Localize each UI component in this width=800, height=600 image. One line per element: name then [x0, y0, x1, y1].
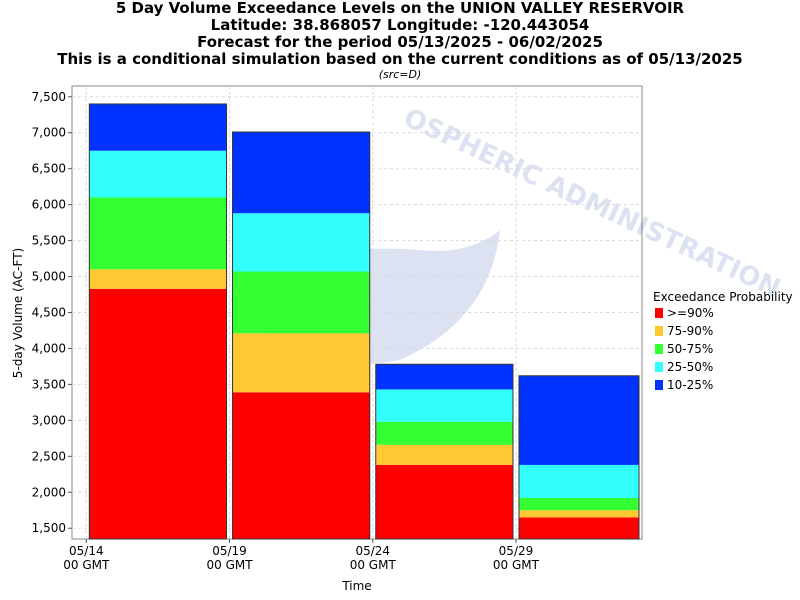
x-tick-sublabel: 00 GMT — [350, 558, 397, 572]
chart-source-note: (src=D) — [378, 68, 422, 81]
y-tick-label: 7,000 — [32, 126, 66, 140]
y-tick-label: 4,500 — [32, 306, 66, 320]
bar-segment — [375, 444, 513, 465]
legend-entry: 50-75% — [667, 342, 713, 356]
bar-segment — [232, 333, 370, 393]
y-tick-label: 6,500 — [32, 162, 66, 176]
bar-segment — [518, 517, 639, 539]
bar-segment — [375, 389, 513, 422]
y-tick-label: 6,000 — [32, 198, 66, 212]
x-tick-label: 05/19 — [212, 544, 247, 558]
bar-outline — [232, 131, 371, 540]
bar-segment — [232, 213, 370, 272]
bar-segment — [518, 498, 639, 511]
y-tick-label: 7,500 — [32, 90, 66, 104]
chart-subtitle-location: Latitude: 38.868057 Longitude: -120.4430… — [210, 16, 590, 34]
y-tick-label: 5,000 — [32, 270, 66, 284]
legend-swatch — [655, 380, 663, 390]
bars-group — [88, 103, 640, 540]
bar-outline — [88, 103, 228, 540]
x-tick-sublabel: 00 GMT — [63, 558, 110, 572]
y-tick-label: 2,500 — [32, 449, 66, 463]
bar-outline — [518, 375, 640, 540]
y-axis-label: 5-day Volume (AC-FT) — [11, 248, 25, 378]
bar-segment — [518, 510, 639, 518]
bar-segment — [375, 364, 513, 390]
chart-title-block: 5 Day Volume Exceedance Levels on the UN… — [0, 0, 800, 82]
bar-segment — [232, 132, 370, 214]
y-axis: 1,500 2,000 2,500 3,000 3,500 4,000 4,500 5,000… — [32, 90, 72, 535]
bar-outline — [375, 363, 514, 540]
bar-segment — [518, 375, 639, 465]
legend-swatch — [655, 362, 663, 372]
x-axis-label: Time — [341, 579, 371, 593]
legend-title: Exceedance Probability — [653, 290, 793, 304]
x-tick-label: 05/24 — [355, 544, 390, 558]
legend: Exceedance Probability >=90% 75-90% 50-75%… — [653, 290, 793, 392]
bar-segment — [232, 392, 370, 539]
bar-segment — [375, 421, 513, 445]
chart-subtitle-period: Forecast for the period 05/13/2025 - 06/… — [197, 33, 603, 51]
x-tick-sublabel: 00 GMT — [493, 558, 540, 572]
y-tick-label: 1,500 — [32, 521, 66, 535]
y-tick-label: 3,000 — [32, 413, 66, 427]
y-tick-label: 3,500 — [32, 377, 66, 391]
y-tick-label: 5,500 — [32, 234, 66, 248]
bar-segment — [89, 150, 227, 198]
bar-segment — [89, 103, 227, 151]
legend-entry: 75-90% — [667, 324, 713, 338]
bar-segment — [89, 269, 227, 289]
legend-swatch — [655, 344, 663, 354]
bar-segment — [89, 197, 227, 270]
legend-entry: >=90% — [667, 306, 714, 320]
bar-segment — [232, 271, 370, 334]
bar-segment — [89, 288, 227, 539]
y-tick-label: 2,000 — [32, 485, 66, 499]
bar-segment — [375, 464, 513, 539]
x-tick-label: 05/29 — [499, 544, 534, 558]
legend-entry: 10-25% — [667, 378, 713, 392]
legend-swatch — [655, 308, 663, 318]
legend-entry: 25-50% — [667, 360, 713, 374]
x-tick-sublabel: 00 GMT — [206, 558, 253, 572]
legend-swatch — [655, 326, 663, 336]
chart-title: 5 Day Volume Exceedance Levels on the UN… — [115, 0, 685, 17]
y-tick-label: 4,000 — [32, 341, 66, 355]
chart-subtitle-condition: This is a conditional simulation based o… — [57, 50, 743, 68]
x-tick-label: 05/14 — [69, 544, 104, 558]
bar-segment — [518, 464, 639, 499]
